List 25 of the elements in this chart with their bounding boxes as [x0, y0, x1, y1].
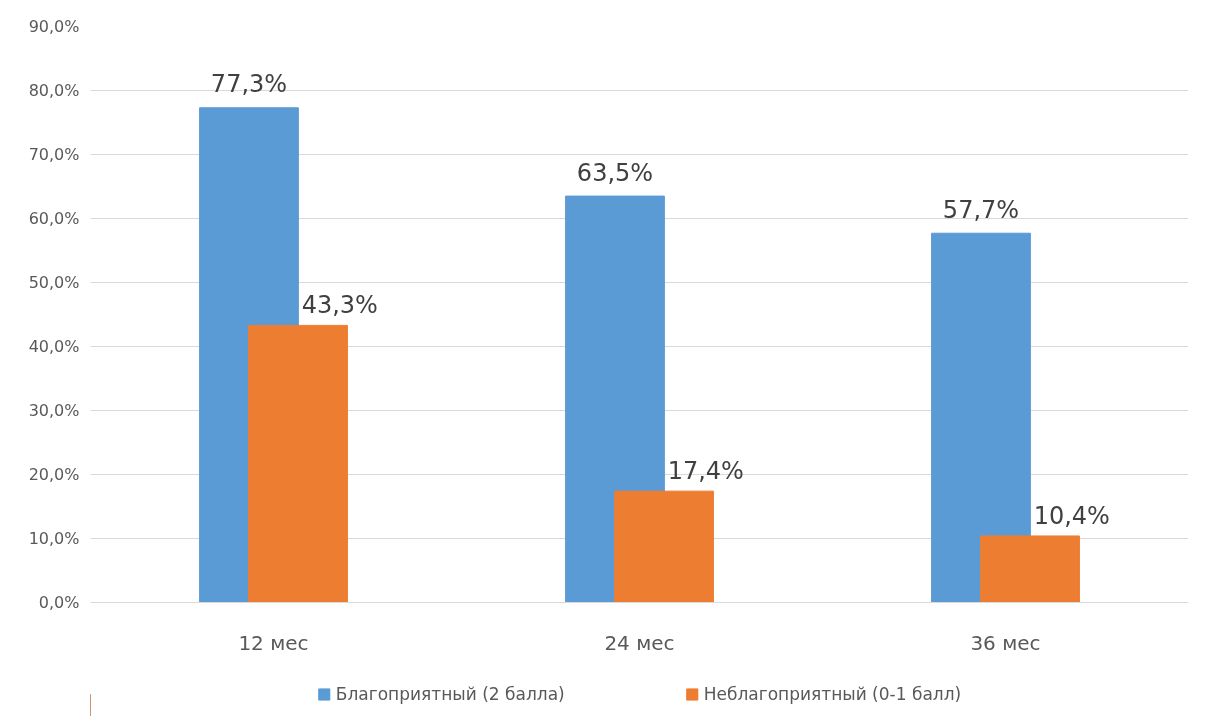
y-tick-label: 0,0%	[38, 593, 80, 612]
y-tick-label: 10,0%	[28, 529, 80, 548]
y-tick-label: 90,0%	[28, 17, 80, 36]
data-label: 77,3%	[210, 70, 288, 99]
y-tick-label: 60,0%	[28, 209, 80, 228]
legend-label: Благоприятный (2 балла)	[335, 684, 565, 704]
bar	[931, 232, 1031, 603]
y-tick-label: 20,0%	[28, 465, 80, 484]
y-tick-label: 80,0%	[28, 81, 80, 100]
x-tick-label: 12 мес	[238, 630, 309, 655]
data-label: 17,4%	[667, 456, 744, 485]
y-tick-label: 70,0%	[28, 145, 80, 164]
data-label: 10,4%	[1033, 501, 1110, 530]
y-tick-label: 30,0%	[28, 401, 80, 420]
x-tick-label: 36 мес	[970, 630, 1041, 655]
y-tick-label: 50,0%	[28, 273, 80, 292]
data-label: 57,7%	[942, 195, 1020, 224]
data-label: 43,3%	[301, 290, 378, 319]
data-label: 63,5%	[576, 158, 654, 187]
bar	[248, 324, 348, 603]
y-tick-label: 40,0%	[28, 337, 80, 356]
bar	[980, 535, 1080, 603]
bar	[614, 490, 714, 603]
legend-label: Неблагоприятный (0-1 балл)	[703, 684, 962, 704]
x-tick-label: 24 мес	[604, 630, 675, 655]
